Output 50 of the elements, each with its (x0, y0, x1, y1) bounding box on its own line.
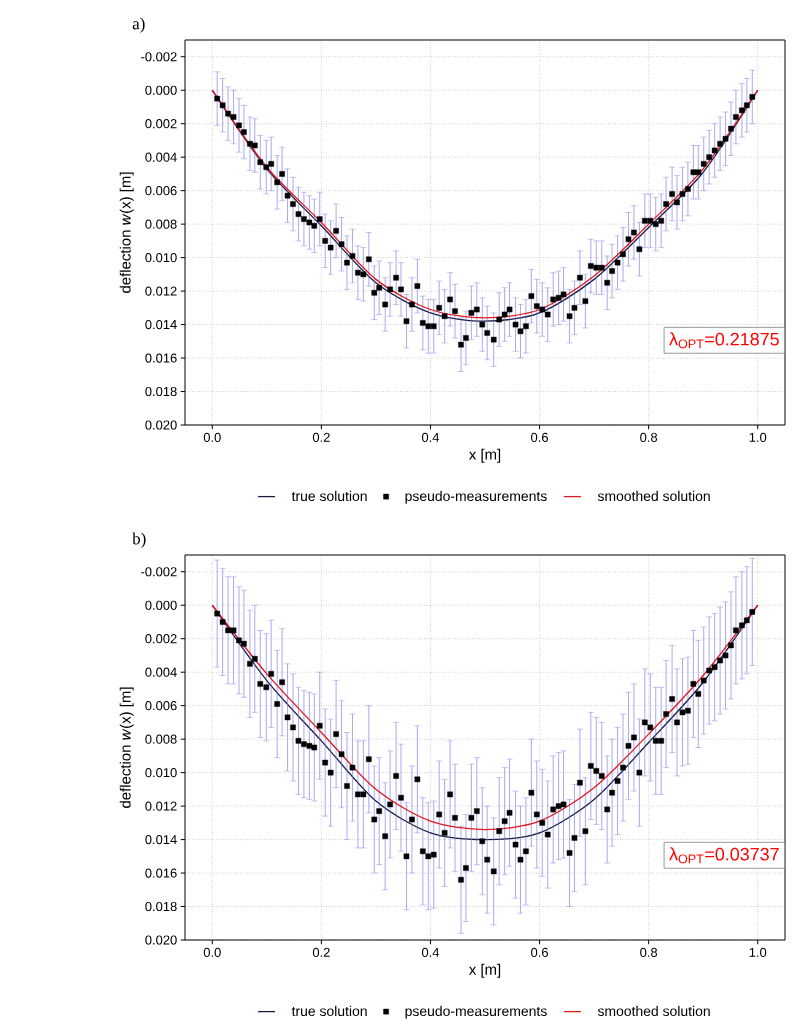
legend-label: smoothed solution (597, 1005, 710, 1017)
y-tick-label: 0.004 (145, 152, 177, 162)
x-tick-label: 1.0 (749, 947, 767, 957)
y-axis-title: deflection w(x) [m] (119, 172, 134, 293)
x-axis-title: x [m] (468, 448, 501, 463)
y-tick-label: 0.004 (145, 667, 177, 677)
y-tick-label: 0.020 (145, 420, 177, 430)
y-tick-label: 0.014 (145, 834, 177, 845)
legend-label: true solution (291, 490, 367, 502)
annotation: λ$_{OPT}$=0.03737 (669, 847, 779, 864)
x-tick-label: 0.6 (531, 432, 548, 442)
y-axis-title: deflection w(x) [m] (119, 687, 134, 808)
x-tick-label: 0.6 (531, 947, 548, 957)
annotation: λ$_{OPT}$=0.21875 (669, 332, 779, 349)
y-tick-label: 0.018 (145, 901, 177, 912)
y-tick-label: 0.002 (145, 634, 177, 644)
y-tick-label: 0.010 (145, 768, 177, 778)
y-tick-label: 0.006 (145, 701, 177, 711)
x-tick-label: 0.0 (203, 947, 221, 957)
y-tick-label: -0.002 (141, 567, 177, 577)
y-tick-label: -0.002 (141, 52, 177, 62)
legend-label: pseudo-measurements (405, 490, 547, 504)
y-tick-label: 0.018 (145, 386, 177, 397)
y-tick-label: 0.020 (145, 935, 177, 945)
x-tick-label: 0.8 (640, 432, 658, 442)
chart-title: a) (132, 17, 145, 33)
y-tick-label: 0.014 (145, 319, 177, 330)
legend-label: smoothed solution (597, 490, 710, 502)
legend-label: pseudo-measurements (405, 1005, 547, 1019)
x-tick-label: 0.0 (203, 432, 221, 442)
y-tick-label: 0.016 (145, 353, 177, 363)
x-tick-label: 0.2 (312, 432, 330, 442)
x-tick-label: 0.4 (421, 947, 440, 957)
y-tick-label: 0.012 (145, 286, 177, 296)
y-tick-label: 0.010 (145, 253, 177, 263)
x-tick-label: 1.0 (749, 432, 767, 442)
legend-label: true solution (291, 1005, 367, 1017)
x-tick-label: 0.8 (640, 947, 658, 957)
y-tick-label: 0.006 (145, 186, 177, 196)
x-axis-title: x [m] (468, 963, 501, 978)
x-tick-label: 0.2 (312, 947, 330, 957)
y-tick-label: 0.008 (145, 734, 177, 744)
y-tick-label: 0.000 (145, 85, 177, 95)
y-tick-label: 0.016 (145, 868, 177, 878)
x-tick-label: 0.4 (421, 432, 440, 442)
y-tick-label: 0.002 (145, 119, 177, 129)
y-tick-label: 0.000 (145, 600, 177, 610)
chart-title: b) (132, 532, 146, 548)
y-tick-label: 0.012 (145, 801, 177, 811)
y-tick-label: 0.008 (145, 219, 177, 229)
